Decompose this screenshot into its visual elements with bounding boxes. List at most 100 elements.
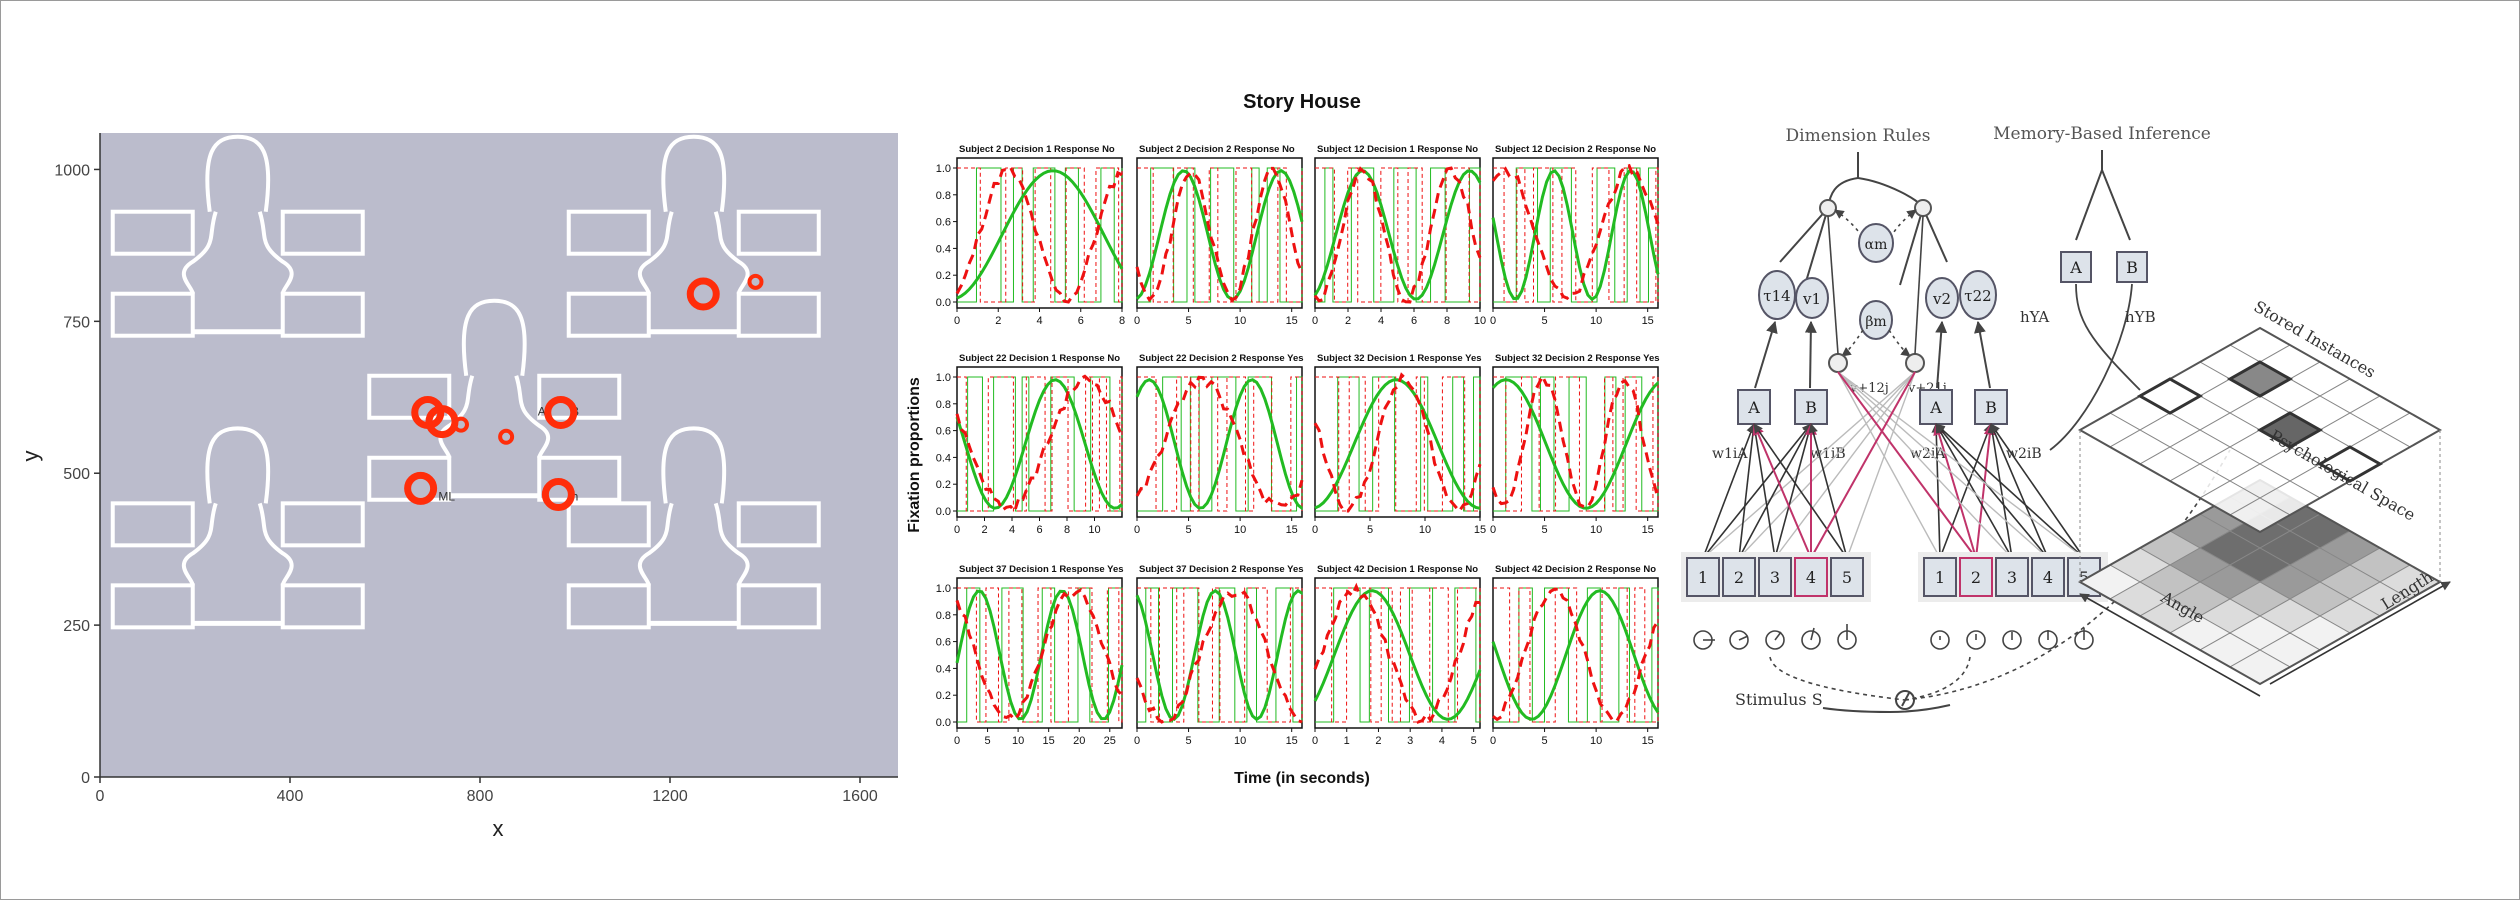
- panel-house-map: A B ML h 0 400 800 1200 1600 0 250 500 750 1000 x y: [0, 0, 910, 900]
- x-tick-label: 15: [1286, 524, 1298, 536]
- svg-text:5: 5: [2079, 568, 2089, 587]
- join-node-right: [1914, 199, 1932, 217]
- gate-up-right: [1914, 215, 1924, 355]
- svg-text:5: 5: [1842, 568, 1852, 587]
- edge-left: [1808, 423, 1848, 559]
- room-label: ML: [438, 490, 455, 504]
- facet-panel: Subject 22 Decision 2 Response Yes 0 5 10 15: [1134, 353, 1304, 536]
- svg-text:1: 1: [1935, 568, 1945, 587]
- edge-right: [1989, 423, 2049, 559]
- green-step-trace: [1315, 167, 1481, 303]
- x-tick-label: 4: [1439, 735, 1445, 747]
- highlight-cross-edge: [1810, 371, 1916, 559]
- edge-left: [1750, 423, 1776, 559]
- y-tick-label: 250: [63, 618, 90, 635]
- fixation-marker: [541, 477, 575, 511]
- y-tick-label: 750: [63, 314, 90, 331]
- x-tick-label: 15: [1286, 735, 1298, 747]
- x-tick-label: 8: [1119, 315, 1125, 327]
- cross-edge: [1837, 371, 2013, 559]
- node-tau14: τ14: [1758, 270, 1796, 320]
- svg-text:A: A: [1747, 398, 1760, 417]
- facet-frame: [1136, 157, 1303, 309]
- x-tick-label: 15: [1043, 735, 1055, 747]
- node-alpha-m: αm: [1858, 223, 1894, 263]
- facet-panel: Subject 37 Decision 1 Response Yes 0.0 0.2…: [936, 564, 1124, 747]
- edge-right: [1931, 423, 1942, 559]
- edge-right: [1933, 422, 1977, 559]
- y-tick-label: 0.8: [936, 610, 951, 622]
- green-smooth-curve: [955, 589, 1124, 721]
- dim-box-right: 4: [2031, 557, 2065, 597]
- svg-text:v2: v2: [1932, 290, 1951, 308]
- facet-panel: Subject 22 Decision 1 Response No 0.0 0.2 0…: [936, 353, 1124, 536]
- edge-left: [1702, 423, 1756, 559]
- facet-label: Subject 2 Decision 1 Response No: [959, 144, 1115, 155]
- x-tick-label: 15: [1642, 524, 1654, 536]
- red-step-trace: [1137, 587, 1303, 723]
- x-tick-label: 5: [1186, 735, 1192, 747]
- y-tick-label: 0.6: [936, 637, 951, 649]
- x-tick-label: 0: [1312, 735, 1318, 747]
- rule-box-b-right: B: [1974, 389, 2008, 425]
- svg-text:4: 4: [2043, 568, 2053, 587]
- y-tick-label: 0.8: [936, 399, 951, 411]
- x-tick-label: 1200: [652, 788, 688, 805]
- y-tick-label: 0.0: [936, 506, 951, 518]
- dim-box-left: 3: [1758, 557, 1792, 597]
- node-v1: v1: [1795, 277, 1829, 319]
- cross-edge: [1837, 371, 2085, 559]
- x-tick-label: 0: [1312, 315, 1318, 327]
- y-tick-label: 0.6: [936, 426, 951, 438]
- weight-w1a: w1iA: [1712, 446, 1748, 462]
- x-tick-label: 6: [1036, 524, 1042, 536]
- y-tick-label: 0.2: [936, 690, 951, 702]
- x-tick-label: 8: [1444, 315, 1450, 327]
- stimulus-glyphs: [1693, 624, 2094, 650]
- x-tick-label: 2: [1345, 315, 1351, 327]
- svg-text:2: 2: [1734, 568, 1744, 587]
- angle-axis: [2079, 593, 2261, 697]
- edge-left: [1702, 423, 1812, 559]
- red-smooth-curve: [1491, 372, 1660, 509]
- node-tau22: τ22: [1959, 270, 1997, 320]
- facet-frame: [1314, 366, 1481, 518]
- panel-fixation-proportions: Story House Fixation proportions Time (i…: [895, 0, 1685, 900]
- room-label: A: [538, 405, 546, 419]
- y-axis-label: Fixation proportions: [906, 377, 923, 533]
- facet-panel: Subject 32 Decision 2 Response Yes 0 5 10 15: [1490, 353, 1660, 536]
- stored-instances-grid: [2077, 326, 2443, 534]
- x-tick-label: 0: [1134, 524, 1140, 536]
- x-tick-label: 1600: [842, 788, 878, 805]
- red-smooth-curve: [1491, 163, 1660, 301]
- facet-label: Subject 37 Decision 2 Response Yes: [1139, 564, 1304, 575]
- red-smooth-curve: [1135, 166, 1304, 303]
- facet-panel: Subject 2 Decision 2 Response No 0 5 10 15: [1134, 144, 1304, 327]
- edge-right: [1935, 423, 2049, 559]
- y-tick-label: 0.0: [936, 717, 951, 729]
- memory-box-b: B: [2116, 251, 2148, 283]
- edge-right: [1987, 423, 2013, 559]
- edge-left: [1774, 423, 1814, 559]
- svg-text:B: B: [1805, 398, 1817, 417]
- x-tick-label: 10: [1474, 315, 1486, 327]
- facet-label: Subject 12 Decision 1 Response No: [1317, 144, 1478, 155]
- fixation-marker: [498, 428, 515, 445]
- weight-hyb: hYB: [2125, 308, 2156, 326]
- green-smooth-curve: [1491, 378, 1660, 510]
- facet-panel: Subject 12 Decision 1 Response No 0 2 4 6 8 10: [1312, 144, 1486, 327]
- alpha-link-right: [1891, 209, 1917, 236]
- green-smooth-curve: [1313, 589, 1482, 721]
- facet-panel: Subject 37 Decision 2 Response Yes 0 5 10 15: [1134, 564, 1304, 747]
- rule-box-a-right: A: [1919, 389, 1953, 425]
- x-tick-label: 10: [1234, 524, 1246, 536]
- y-tick-label: 500: [63, 466, 90, 483]
- green-smooth-curve: [956, 169, 1124, 300]
- network-edges: [1702, 371, 2085, 559]
- facet-panel: Subject 12 Decision 2 Response No 0 5 10 15: [1490, 144, 1660, 327]
- edge-left: [1738, 423, 1812, 559]
- red-smooth-curve: [1135, 590, 1303, 724]
- x-tick-label: 20: [1073, 735, 1085, 747]
- house-outline: [110, 134, 365, 338]
- x-tick-label: 4: [1378, 315, 1384, 327]
